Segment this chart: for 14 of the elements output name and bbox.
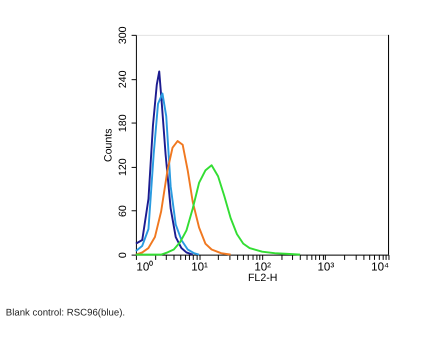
- x-tick-label: 10¹: [191, 262, 208, 274]
- text: Blank control: RSC96(blue).: [6, 307, 126, 318]
- y-tick-label: 120: [116, 158, 129, 176]
- y-tick-label: 300: [116, 26, 129, 44]
- y-tick-label: 180: [116, 114, 129, 132]
- x-tick-label: 10²: [254, 262, 272, 274]
- x-tick-label: 10⁰: [136, 260, 154, 274]
- x-tick-label: 10³: [317, 262, 334, 274]
- y-tick-label: 60: [116, 205, 129, 218]
- x-axis-title: FL2-H: [248, 272, 278, 284]
- y-tick-label: 240: [116, 70, 129, 88]
- y-axis-title: Counts: [102, 128, 114, 162]
- y-tick-label: 0: [116, 252, 129, 258]
- x-tick-label: 10⁴: [371, 262, 389, 274]
